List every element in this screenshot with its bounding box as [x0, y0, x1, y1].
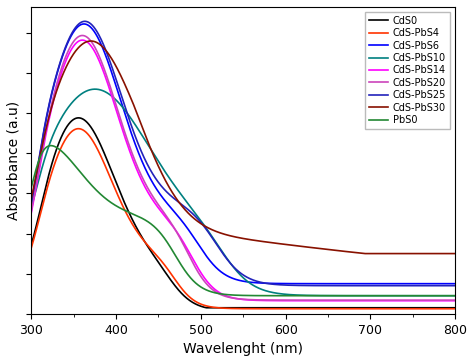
CdS-PbS4 — [362, 307, 368, 311]
CdS-PbS4 — [75, 126, 81, 131]
CdS-PbS30 — [28, 196, 34, 200]
CdS-PbS10 — [92, 87, 98, 91]
CdS0 — [363, 306, 368, 310]
CdS-PbS30 — [452, 252, 458, 256]
CdS-PbS30 — [362, 252, 367, 256]
CdS-PbS4 — [440, 307, 446, 311]
Line: PbS0: PbS0 — [31, 146, 455, 296]
CdS-PbS6 — [235, 278, 240, 282]
CdS-PbS10 — [440, 294, 446, 298]
CdS-PbS14 — [362, 298, 368, 303]
CdS0 — [235, 306, 241, 310]
CdS-PbS6 — [50, 87, 56, 91]
CdS-PbS4 — [440, 307, 446, 311]
Line: CdS0: CdS0 — [31, 118, 455, 308]
CdS-PbS4 — [235, 306, 240, 311]
CdS-PbS25 — [362, 284, 368, 288]
CdS-PbS10 — [224, 256, 229, 260]
CdS-PbS25 — [440, 284, 446, 288]
CdS0 — [28, 242, 34, 247]
CdS-PbS6 — [362, 281, 368, 286]
CdS-PbS6 — [28, 203, 34, 207]
CdS-PbS4 — [224, 306, 229, 310]
CdS-PbS25 — [28, 201, 34, 205]
PbS0 — [452, 294, 458, 298]
CdS-PbS30 — [363, 252, 368, 256]
CdS-PbS30 — [440, 252, 446, 256]
PbS0 — [235, 293, 240, 297]
CdS-PbS14 — [452, 298, 458, 303]
CdS-PbS10 — [452, 294, 458, 298]
CdS-PbS14 — [235, 297, 240, 301]
CdS-PbS25 — [452, 284, 458, 288]
CdS-PbS6 — [81, 22, 87, 26]
CdS-PbS25 — [224, 256, 229, 261]
CdS-PbS6 — [224, 273, 229, 278]
CdS-PbS20 — [235, 297, 240, 301]
CdS-PbS20 — [440, 298, 446, 302]
PbS0 — [362, 294, 368, 298]
PbS0 — [440, 294, 446, 298]
CdS-PbS14 — [50, 101, 56, 105]
CdS-PbS4 — [50, 167, 56, 171]
CdS-PbS4 — [452, 307, 458, 311]
CdS-PbS30 — [235, 235, 240, 240]
Line: CdS-PbS6: CdS-PbS6 — [31, 24, 455, 284]
CdS-PbS14 — [440, 298, 446, 303]
CdS-PbS25 — [440, 284, 446, 288]
CdS-PbS10 — [28, 205, 34, 209]
CdS-PbS25 — [50, 86, 56, 90]
CdS-PbS20 — [80, 33, 85, 38]
CdS-PbS30 — [224, 233, 229, 237]
CdS-PbS6 — [452, 281, 458, 286]
CdS-PbS30 — [88, 39, 94, 43]
CdS-PbS14 — [224, 294, 229, 298]
CdS-PbS14 — [28, 211, 34, 215]
X-axis label: Wavelenght (nm): Wavelenght (nm) — [183, 342, 303, 356]
CdS0 — [203, 306, 209, 310]
Line: CdS-PbS20: CdS-PbS20 — [31, 36, 455, 300]
Line: CdS-PbS25: CdS-PbS25 — [31, 21, 455, 286]
CdS-PbS25 — [82, 19, 88, 24]
PbS0 — [50, 144, 56, 148]
CdS-PbS30 — [50, 100, 56, 105]
Line: CdS-PbS10: CdS-PbS10 — [31, 89, 455, 296]
CdS0 — [50, 158, 56, 162]
Line: CdS-PbS14: CdS-PbS14 — [31, 40, 455, 301]
Legend: CdS0, CdS-PbS4, CdS-PbS6, CdS-PbS10, CdS-PbS14, CdS-PbS20, CdS-PbS25, CdS-PbS30,: CdS0, CdS-PbS4, CdS-PbS6, CdS-PbS10, CdS… — [365, 12, 450, 129]
CdS-PbS10 — [440, 294, 446, 298]
PbS0 — [28, 185, 34, 189]
Line: CdS-PbS4: CdS-PbS4 — [31, 129, 455, 309]
CdS-PbS30 — [440, 252, 446, 256]
CdS0 — [440, 306, 446, 310]
PbS0 — [48, 143, 54, 148]
CdS-PbS4 — [28, 245, 34, 250]
CdS-PbS14 — [80, 38, 85, 42]
CdS-PbS14 — [440, 298, 446, 303]
CdS0 — [224, 306, 229, 310]
PbS0 — [224, 292, 229, 297]
CdS-PbS10 — [362, 294, 368, 298]
CdS-PbS10 — [50, 133, 56, 138]
CdS-PbS20 — [50, 96, 56, 101]
CdS-PbS20 — [224, 294, 229, 299]
CdS-PbS20 — [362, 298, 368, 302]
CdS0 — [452, 306, 458, 310]
CdS-PbS6 — [440, 281, 446, 286]
CdS-PbS20 — [28, 208, 34, 213]
Y-axis label: Absorbance (a.u): Absorbance (a.u) — [7, 101, 21, 220]
CdS-PbS20 — [440, 298, 446, 302]
CdS0 — [440, 306, 446, 310]
CdS-PbS20 — [452, 298, 458, 302]
Line: CdS-PbS30: CdS-PbS30 — [31, 41, 455, 254]
CdS0 — [75, 116, 81, 120]
CdS-PbS6 — [440, 281, 446, 286]
CdS-PbS10 — [235, 270, 240, 274]
PbS0 — [440, 294, 446, 298]
CdS-PbS25 — [235, 269, 240, 273]
